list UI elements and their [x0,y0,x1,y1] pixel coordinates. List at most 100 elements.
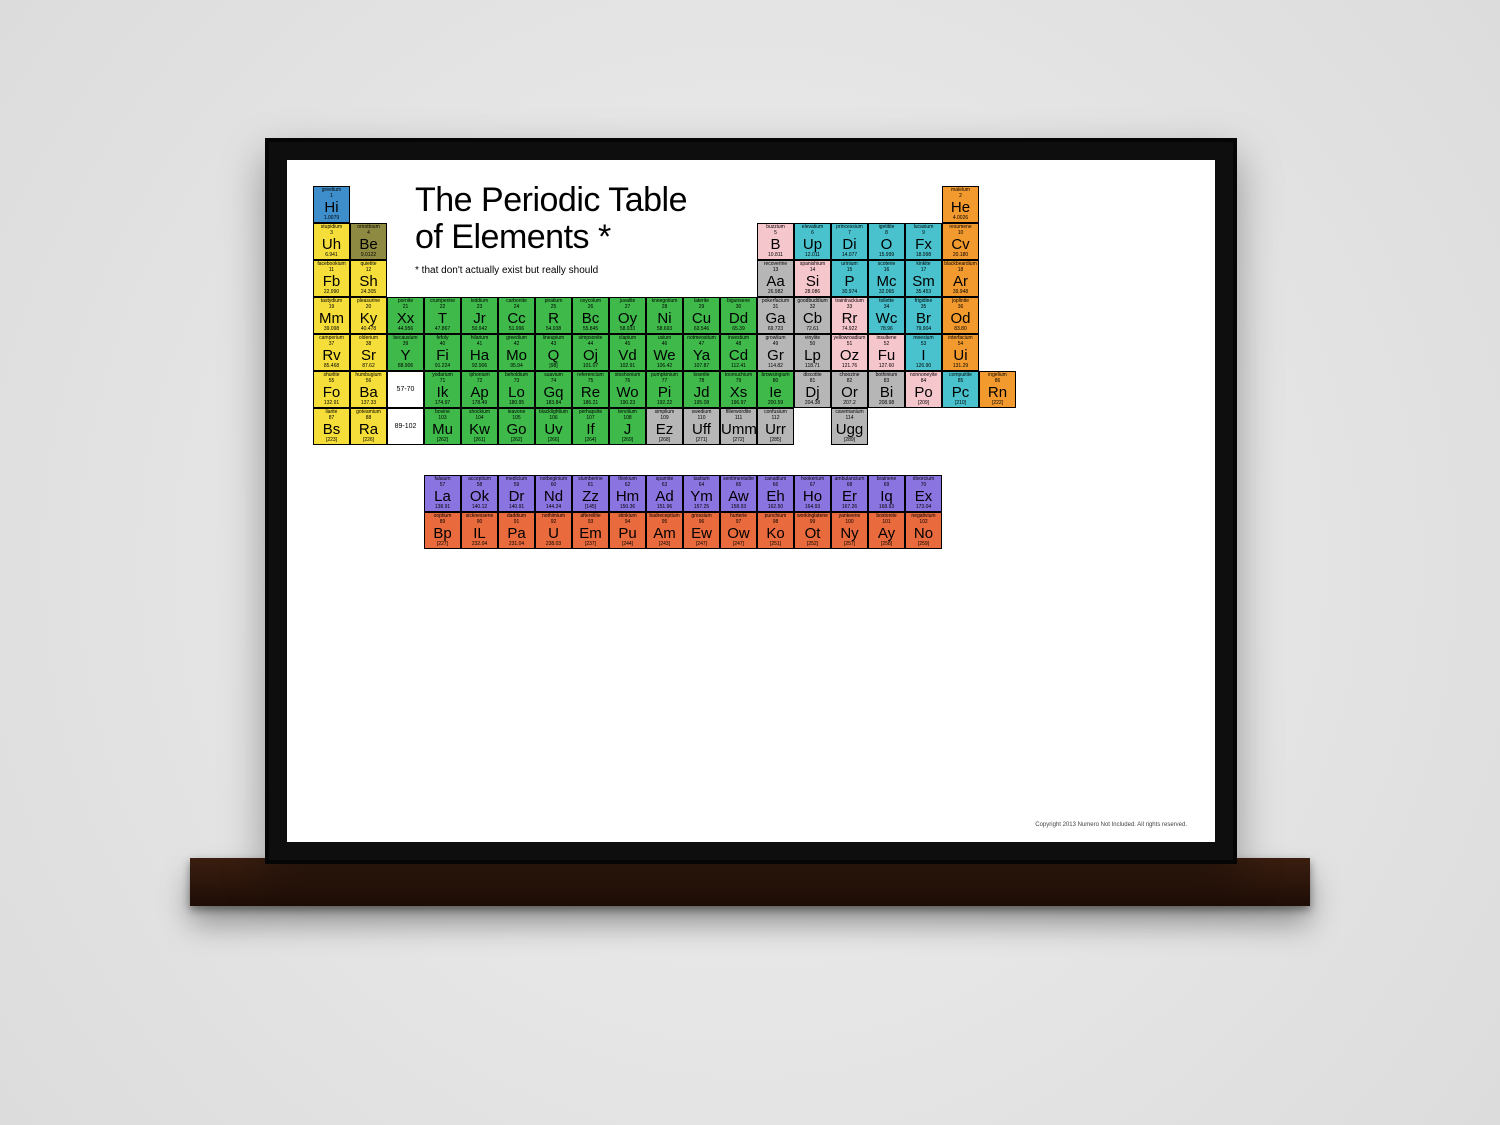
element-cell: carbonite24Cc51.996 [498,297,535,334]
element-mass: 24.305 [351,290,386,295]
element-mass: 30.974 [832,290,867,295]
element-mass: 127.60 [869,364,904,369]
element-mass: 131.29 [943,364,978,369]
element-mass: 44.956 [388,327,423,332]
element-symbol: Up [795,237,830,252]
element-symbol: Sh [351,274,386,289]
element-cell: cavemanium114Ugg[289] [831,408,868,445]
element-mass: 87.62 [351,364,386,369]
element-symbol: Go [499,422,534,437]
element-mass: 195.08 [684,401,719,406]
element-cell: interfacium54Ui131.29 [942,334,979,371]
element-symbol: Mo [499,348,534,363]
title-line-1: The Periodic Table [415,182,687,219]
element-cell: canadium66Eh162.50 [757,475,794,512]
element-cell: discotite81Dj204.38 [794,371,831,408]
element-cell: medicium59Dr140.91 [498,475,535,512]
element-mass: 88.906 [388,364,423,369]
element-mass: 92.906 [462,364,497,369]
element-symbol: Fx [906,237,941,252]
element-symbol: Si [795,274,830,289]
element-mass: 4.0026 [943,216,978,221]
element-mass: 22.990 [314,290,349,295]
element-mass: 151.96 [647,505,682,510]
element-cell: lucasium9Fx18.998 [905,223,942,260]
element-cell: compuitite85Pc[210] [942,371,979,408]
element-cell: iphonium72Ap178.49 [461,371,498,408]
element-cell: daddium91Pa231.04 [498,512,535,549]
element-cell: notmeositum47Ya107.87 [683,334,720,371]
element-symbol: Ik [425,385,460,400]
element-cell: thinkium62Hm150.36 [609,475,646,512]
element-mass: 208.98 [869,401,904,406]
element-mass: 178.49 [462,401,497,406]
element-cell: joplinite36Od83.80 [942,297,979,334]
element-cell: traintrackium33Rr74.922 [831,297,868,334]
element-symbol: Wo [610,385,645,400]
element-symbol: Be [351,237,386,252]
element-symbol: Bp [425,526,460,541]
element-mass: 74.922 [832,327,867,332]
element-symbol: P [832,274,867,289]
element-symbol: Jd [684,385,719,400]
element-symbol: Nd [536,489,571,504]
element-symbol: Ky [351,311,386,326]
element-mass: 79.904 [906,327,941,332]
element-mass: 26.982 [758,290,793,295]
element-cell: fefoly40Fi91.224 [424,334,461,371]
element-cell: tastium64Ym157.25 [683,475,720,512]
element-mass: 186.21 [573,401,608,406]
element-symbol: Zz [573,489,608,504]
element-symbol: B [758,237,793,252]
element-mass: 39.948 [943,290,978,295]
element-mass: [271] [684,438,719,443]
element-cell: scoterie16Mc32.065 [868,260,905,297]
element-mass: 65.39 [721,327,756,332]
element-mass: 126.90 [906,364,941,369]
element-mass: 232.04 [462,542,497,547]
element-symbol: Ni [647,311,682,326]
element-symbol: Or [832,385,867,400]
element-cell: bigunsene30Dd65.39 [720,297,757,334]
element-cell: workinglatene99Ot[252] [794,512,831,549]
element-cell: greetium1Hi1.0079 [313,186,350,223]
element-symbol: Cb [795,311,830,326]
element-cell: loserite78Jd195.08 [683,371,720,408]
element-symbol: Uh [314,237,349,252]
element-cell: divorcium70Ex173.04 [905,475,942,512]
element-mass: [258] [869,542,904,547]
element-mass: 106.42 [647,364,682,369]
element-cell: ambulancium68Er167.26 [831,475,868,512]
element-cell: igetitite8O15.999 [868,223,905,260]
element-mass: [262] [499,438,534,443]
element-symbol: Ow [721,526,756,541]
element-mass: 14.077 [832,253,867,258]
element-cell: pokerfacium31Ga69.723 [757,297,794,334]
element-cell: usium46We106.42 [646,334,683,371]
element-mass: 164.93 [795,505,830,510]
element-cell: laterite29Cu63.546 [683,297,720,334]
element-mass: 28.086 [795,290,830,295]
element-cell: blackbeardium18Ar39.948 [942,260,979,297]
element-symbol: Oj [573,348,608,363]
element-symbol: Ny [832,526,867,541]
element-cell: liarite87Bs[223] [313,408,350,445]
element-symbol: Di [832,237,867,252]
element-mass: 114.82 [758,364,793,369]
element-symbol: Aa [758,274,793,289]
element-symbol: Q [536,348,571,363]
element-symbol: Vd [610,348,645,363]
element-mass: [247] [684,542,719,547]
element-symbol: Pu [610,526,645,541]
element-cell: beholdium73Lo180.95 [498,371,535,408]
element-mass: 102.91 [610,364,645,369]
element-cell: simplium109Ez[268] [646,408,683,445]
element-symbol: Urr [758,422,793,437]
element-cell: frigidine35Br79.904 [905,297,942,334]
element-symbol: J [610,422,645,437]
element-mass: [264] [573,438,608,443]
element-symbol: Eh [758,489,793,504]
element-symbol: Ym [684,489,719,504]
element-mass: 15.999 [869,253,904,258]
element-symbol: Ko [758,526,793,541]
